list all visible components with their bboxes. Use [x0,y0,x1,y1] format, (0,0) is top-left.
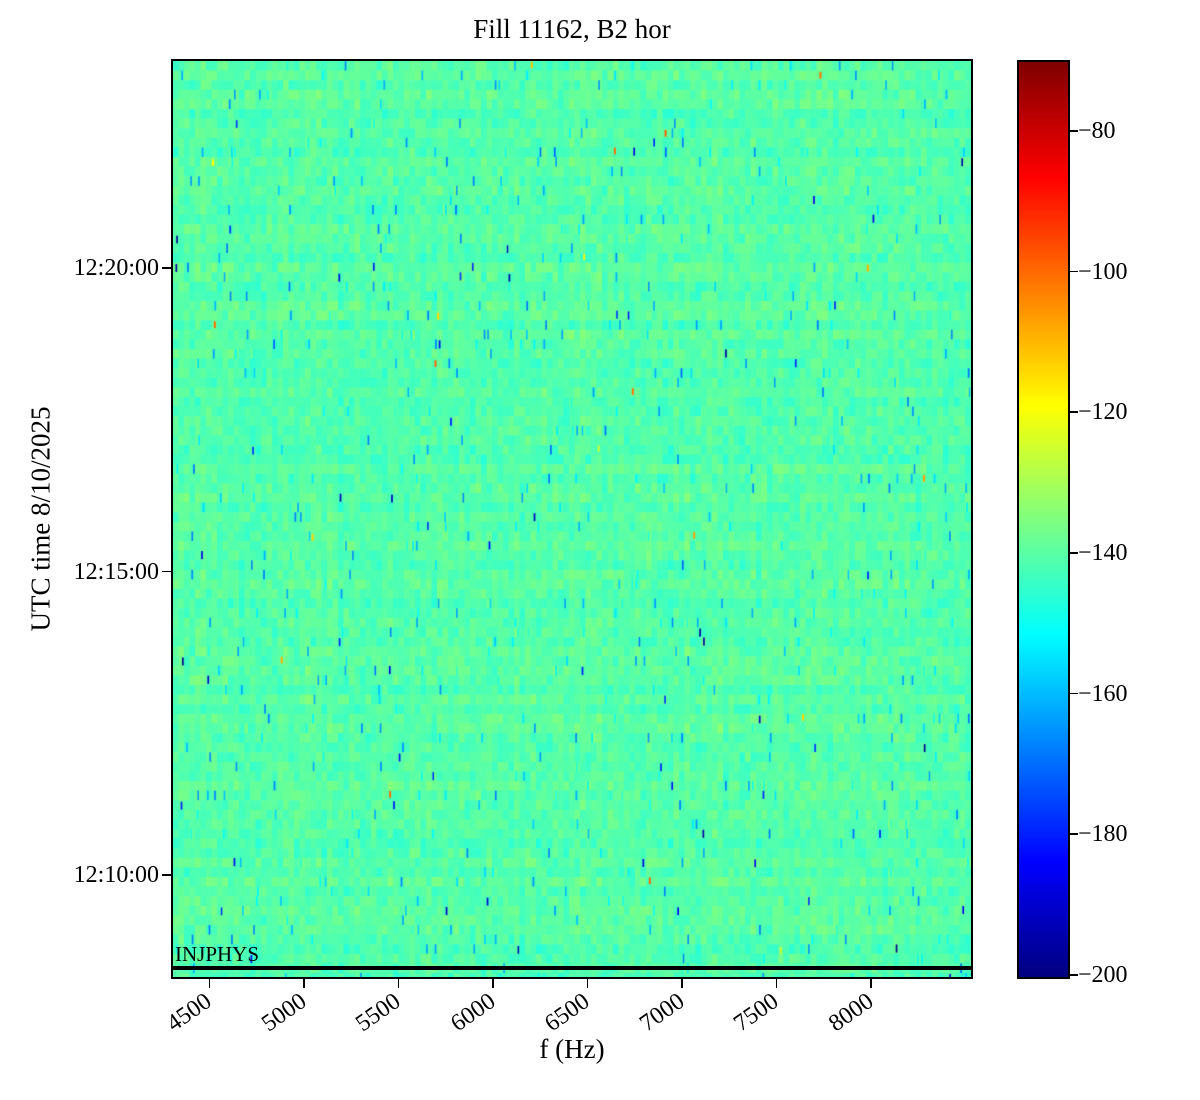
x-tick-mark [303,979,305,988]
colorbar-tick-label: −160 [1078,680,1128,707]
colorbar-tick-label: −180 [1078,821,1128,848]
y-tick-mark [162,570,171,573]
injphys-annotation: INJPHYS [175,941,260,966]
colorbar [1017,60,1070,979]
plot-area: INJPHYS [171,59,973,979]
x-axis-label: f (Hz) [539,1034,605,1064]
colorbar-tick-mark [1070,411,1078,414]
y-axis-label: UTC time 8/10/2025 [25,406,56,632]
x-tick-mark [492,979,494,988]
x-tick-mark [397,979,400,988]
x-tick-label: 4500 [162,988,217,1038]
colorbar-tick-mark [1070,833,1078,836]
colorbar-tick-mark [1070,270,1078,273]
x-tick-label: 8000 [823,988,879,1038]
colorbar-tick-mark [1070,130,1078,132]
y-tick-label: 12:20:00 [73,255,159,282]
x-tick-label: 7500 [729,988,784,1038]
injphys-marker-line [173,965,971,970]
y-tick-mark [162,874,171,876]
x-tick-label: 6500 [540,988,595,1038]
x-tick-mark [681,979,683,988]
colorbar-tick-label: −120 [1078,399,1128,426]
x-tick-mark [208,979,211,988]
y-tick-mark [162,267,171,270]
colorbar-tick-label: −80 [1078,117,1116,144]
colorbar-tick-mark [1070,974,1078,976]
colorbar-tick-label: −100 [1078,258,1128,285]
colorbar-tick-mark [1070,692,1078,695]
x-tick-mark [775,979,778,988]
colorbar-tick-label: −200 [1078,961,1128,988]
x-tick-label: 5000 [257,988,312,1038]
x-tick-label: 6000 [446,988,501,1038]
spectrogram-canvas [173,61,971,977]
colorbar-canvas [1019,62,1068,977]
x-tick-label: 7000 [634,988,690,1038]
x-tick-label: 5500 [351,988,406,1038]
plot-title: Fill 11162, B2 hor [473,14,671,44]
colorbar-tick-mark [1070,552,1078,554]
x-tick-mark [586,979,589,988]
colorbar-tick-label: −140 [1078,539,1128,566]
x-tick-mark [870,979,872,988]
y-tick-label: 12:10:00 [73,861,159,888]
y-tick-label: 12:15:00 [73,558,159,585]
